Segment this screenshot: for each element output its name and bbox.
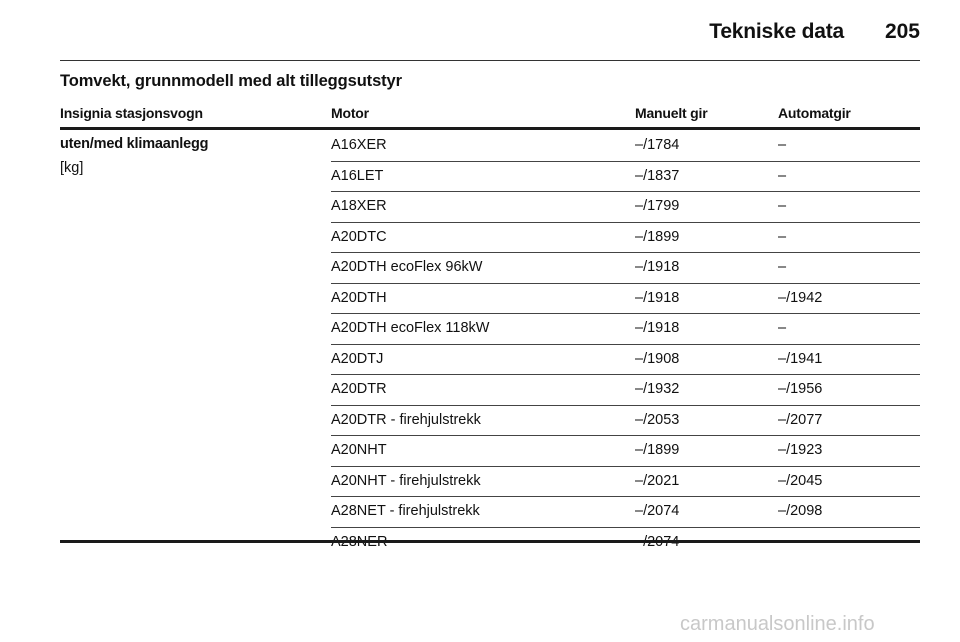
manual-gear-cell: –/1784 (635, 137, 680, 153)
manual-gear-cell: –/2053 (635, 411, 680, 428)
page-title: Tekniske data (709, 20, 844, 43)
table-row: A28NET - firehjulstrekk –/2074 –/2098 (331, 497, 920, 528)
header-divider (60, 60, 920, 61)
table-row: A20DTR - firehjulstrekk –/2053 –/2077 (331, 406, 920, 436)
column-header-model: Insignia stasjonsvogn (60, 105, 203, 121)
motor-cell: A28NET - firehjulstrekk (331, 503, 480, 519)
page-header: Tekniske data 205 (60, 18, 920, 58)
unit-label: [kg] (60, 160, 84, 176)
motor-cell: A20NHT - firehjulstrekk (331, 472, 481, 489)
automatic-gear-cell: –/2098 (778, 503, 823, 519)
manual-gear-cell: –/1918 (635, 320, 680, 336)
automatic-gear-cell: – (778, 228, 787, 245)
column-header-motor: Motor (331, 105, 369, 121)
manual-gear-cell: –/1899 (635, 228, 680, 245)
manual-gear-cell: –/1918 (635, 259, 680, 275)
manual-gear-cell: –/2074 (635, 503, 680, 519)
automatic-gear-cell: –/1941 (778, 350, 823, 367)
motor-cell: A20DTR - firehjulstrekk (331, 411, 481, 428)
table-row: A20DTH ecoFlex 118kW –/1918 – (331, 314, 920, 345)
column-header-automatic: Automatgir (778, 105, 851, 121)
table-row: A16LET –/1837 – (331, 162, 920, 192)
row-group-label: uten/med klimaanlegg (60, 136, 209, 152)
automatic-gear-cell: – (778, 259, 787, 275)
table-row: A18XER –/1799 – (331, 192, 920, 223)
table-top-rule (60, 127, 920, 130)
column-header-manual: Manuelt gir (635, 105, 708, 121)
table-row: A20DTC –/1899 – (331, 223, 920, 253)
table-bottom-rule (60, 540, 920, 543)
motor-cell: A18XER (331, 198, 387, 214)
table-row: A20DTH ecoFlex 96kW –/1918 – (331, 253, 920, 284)
table-row: A20NHT –/1899 –/1923 (331, 436, 920, 467)
row-group-cell: uten/med klimaanlegg [kg] (60, 136, 320, 176)
table-row: A20NHT - firehjulstrekk –/2021 –/2045 (331, 467, 920, 497)
automatic-gear-cell: – (778, 137, 787, 153)
automatic-gear-cell: –/1956 (778, 381, 823, 397)
manual-gear-cell: –/1918 (635, 289, 680, 306)
page-number: 205 (884, 20, 920, 43)
manual-gear-cell: –/2021 (635, 472, 680, 489)
automatic-gear-cell: – (778, 198, 787, 214)
motor-cell: A20DTC (331, 228, 387, 245)
motor-cell: A20DTJ (331, 350, 384, 367)
motor-cell: A16LET (331, 167, 384, 184)
motor-cell: A20DTH ecoFlex 118kW (331, 320, 490, 336)
table-row: A20DTR –/1932 –/1956 (331, 375, 920, 406)
table-row: A20DTJ –/1908 –/1941 (331, 345, 920, 375)
manual-gear-cell: –/1799 (635, 198, 680, 214)
table-row: A20DTH –/1918 –/1942 (331, 284, 920, 314)
table-row: A16XER –/1784 – (331, 131, 920, 162)
manual-gear-cell: –/1837 (635, 167, 680, 184)
automatic-gear-cell: –/2077 (778, 411, 823, 428)
svg-text:carmanualsonline.info: carmanualsonline.info (680, 613, 875, 635)
table-header: Insignia stasjonsvogn Motor Manuelt gir … (60, 105, 920, 125)
motor-cell: A20DTH (331, 289, 387, 306)
automatic-gear-cell: –/1942 (778, 289, 823, 306)
manual-gear-cell: –/1932 (635, 381, 680, 397)
automatic-gear-cell: –/1923 (778, 442, 823, 458)
automatic-gear-cell: –/2045 (778, 472, 823, 489)
motor-cell: A20NHT (331, 442, 387, 458)
automatic-gear-cell: – (778, 167, 787, 184)
automatic-gear-cell: – (778, 320, 787, 336)
section-title: Tomvekt, grunnmodell med alt tilleggsuts… (60, 72, 402, 90)
table-body: A16XER –/1784– A16LET –/1837– A18XER –/1799– A… (331, 131, 920, 557)
watermark-logo: carmanualsonline.info (680, 613, 875, 635)
motor-cell: A20DTR (331, 381, 387, 397)
manual-gear-cell: –/1908 (635, 350, 680, 367)
manual-gear-cell: –/1899 (635, 442, 680, 458)
motor-cell: A16XER (331, 137, 387, 153)
motor-cell: A20DTH ecoFlex 96kW (331, 259, 483, 275)
